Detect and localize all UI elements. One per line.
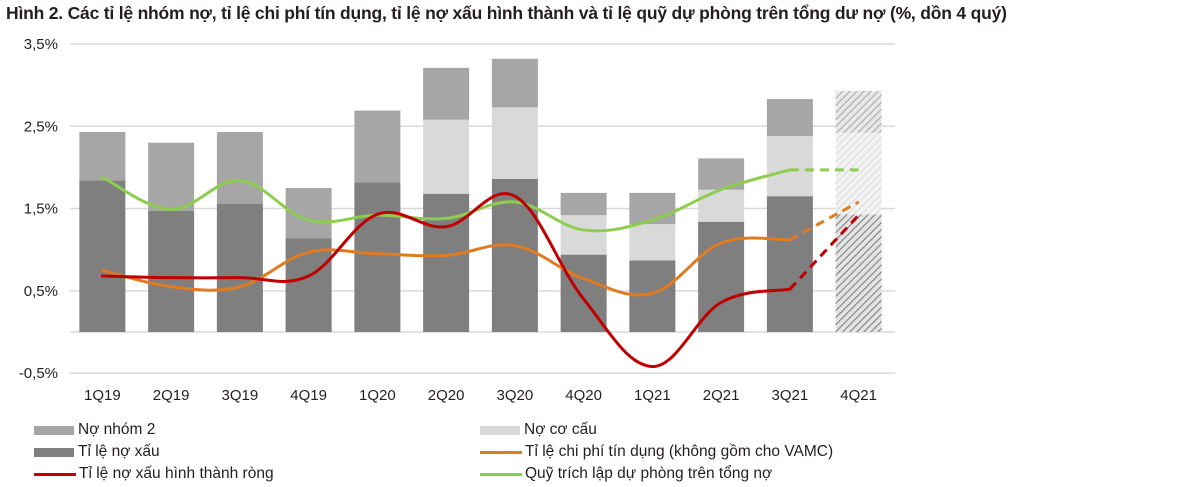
bar-segment-no-co-cau [491, 107, 538, 179]
line-no-xau-hinh-thanh-rong [100, 192, 792, 369]
legend-label: Quỹ trích lập dự phòng trên tổng nợ [525, 465, 773, 482]
bar-segment-ti-le-no-xau [148, 211, 195, 332]
legend: Nợ nhóm 2 Nợ cơ cấu Tỉ lệ nợ xấu Tỉ lệ c… [0, 420, 1200, 487]
bar-segment-no-nhom-2 [216, 132, 263, 204]
x-axis: 1Q19 2Q19 3Q19 4Q19 1Q20 2Q20 3Q20 4Q20 1Q21 2Q21… [84, 387, 877, 404]
bar-segment-no-nhom-2 [835, 90, 882, 133]
legend-label: Tỉ lệ chi phí tín dụng (không gồm cho VA… [525, 443, 834, 460]
legend-item-no-nhom-2: Nợ nhóm 2 [34, 420, 155, 440]
bar-segment-ti-le-no-xau [354, 182, 401, 332]
y-tick-label: -0,5% [19, 365, 58, 382]
legend-swatch-no-nhom-2 [34, 425, 74, 435]
bar-segment-no-co-cau [629, 224, 676, 261]
x-tick-label: 4Q19 [290, 387, 327, 404]
bar-segment-no-co-cau [698, 189, 745, 222]
legend-swatch-no-co-cau [480, 425, 520, 435]
legend-swatch-ti-le-no-xau [34, 447, 74, 457]
bar-segment-ti-le-no-xau [766, 196, 813, 332]
bar-segment-no-nhom-2 [560, 192, 607, 216]
y-tick-label: 3,5% [24, 36, 58, 53]
bar-segment-no-nhom-2 [148, 142, 195, 212]
bar-segment-no-co-cau [560, 215, 607, 255]
bar-segment-ti-le-no-xau [216, 203, 263, 332]
y-tick-label: 1,5% [24, 201, 58, 218]
line-chi-phi-tin-dung-forecast [789, 200, 860, 242]
x-tick-label: 2Q21 [703, 387, 740, 404]
x-tick-label: 3Q19 [222, 387, 259, 404]
legend-line-no-xau-hinh-thanh-rong [34, 472, 76, 476]
legend-item-chi-phi-tin-dung: Tỉ lệ chi phí tín dụng (không gồm cho VA… [480, 442, 833, 462]
y-tick-label: 0,5% [24, 283, 58, 300]
line-series [100, 168, 860, 369]
y-tick-label: 2,5% [24, 118, 58, 135]
legend-label: Nợ cơ cấu [524, 421, 597, 438]
bar-segment-no-nhom-2 [79, 132, 126, 181]
x-tick-label: 2Q20 [428, 387, 465, 404]
line-chi-phi-tin-dung [100, 236, 792, 297]
legend-item-quy-du-phong: Quỹ trích lập dự phòng trên tổng nợ [480, 464, 772, 484]
bar-segment-no-nhom-2 [423, 67, 470, 120]
legend-item-no-xau-hinh-thanh-rong: Tỉ lệ nợ xấu hình thành ròng [34, 464, 274, 484]
legend-item-no-co-cau: Nợ cơ cấu [480, 420, 597, 440]
x-tick-label: 4Q20 [565, 387, 602, 404]
x-tick-label: 3Q20 [497, 387, 534, 404]
x-tick-label: 2Q19 [153, 387, 190, 404]
legend-label: Nợ nhóm 2 [78, 421, 156, 438]
x-tick-label: 1Q20 [359, 387, 396, 404]
bar-segment-no-co-cau [423, 119, 470, 194]
bar-segment-no-co-cau [835, 132, 882, 215]
bar-segment-ti-le-no-xau [835, 214, 882, 332]
y-axis: 3,5% 2,5% 1,5% 0,5% -0,5% [19, 36, 58, 382]
chart-title: Hình 2. Các tỉ lệ nhóm nợ, tỉ lệ chi phí… [6, 3, 1007, 23]
bar-segment-no-nhom-2 [354, 110, 401, 183]
bar-segment-ti-le-no-xau [423, 193, 470, 332]
bar-segment-no-nhom-2 [766, 99, 813, 137]
legend-line-quy-du-phong [480, 472, 522, 476]
line-quy-du-phong [100, 168, 792, 233]
legend-line-chi-phi-tin-dung [480, 450, 522, 454]
bar-segment-ti-le-no-xau [285, 238, 332, 332]
chart-plot: 3,5%2,5%1,5%0,5%-0,5% 1Q19 2Q19 3Q19 4Q19 1Q… [19, 36, 895, 404]
legend-label: Tỉ lệ nợ xấu [78, 443, 160, 460]
legend-item-ti-le-no-xau: Tỉ lệ nợ xấu [34, 442, 160, 462]
line-no-xau-hinh-thanh-rong-forecast [788, 214, 860, 291]
x-tick-label: 1Q19 [84, 387, 121, 404]
legend-label: Tỉ lệ nợ xấu hình thành ròng [79, 465, 274, 482]
x-tick-label: 4Q21 [840, 387, 877, 404]
bar-segment-ti-le-no-xau [79, 180, 126, 332]
bar-segment-no-nhom-2 [491, 58, 538, 108]
bar-segment-no-co-cau [766, 136, 813, 197]
x-tick-label: 3Q21 [772, 387, 809, 404]
x-tick-label: 1Q21 [634, 387, 671, 404]
